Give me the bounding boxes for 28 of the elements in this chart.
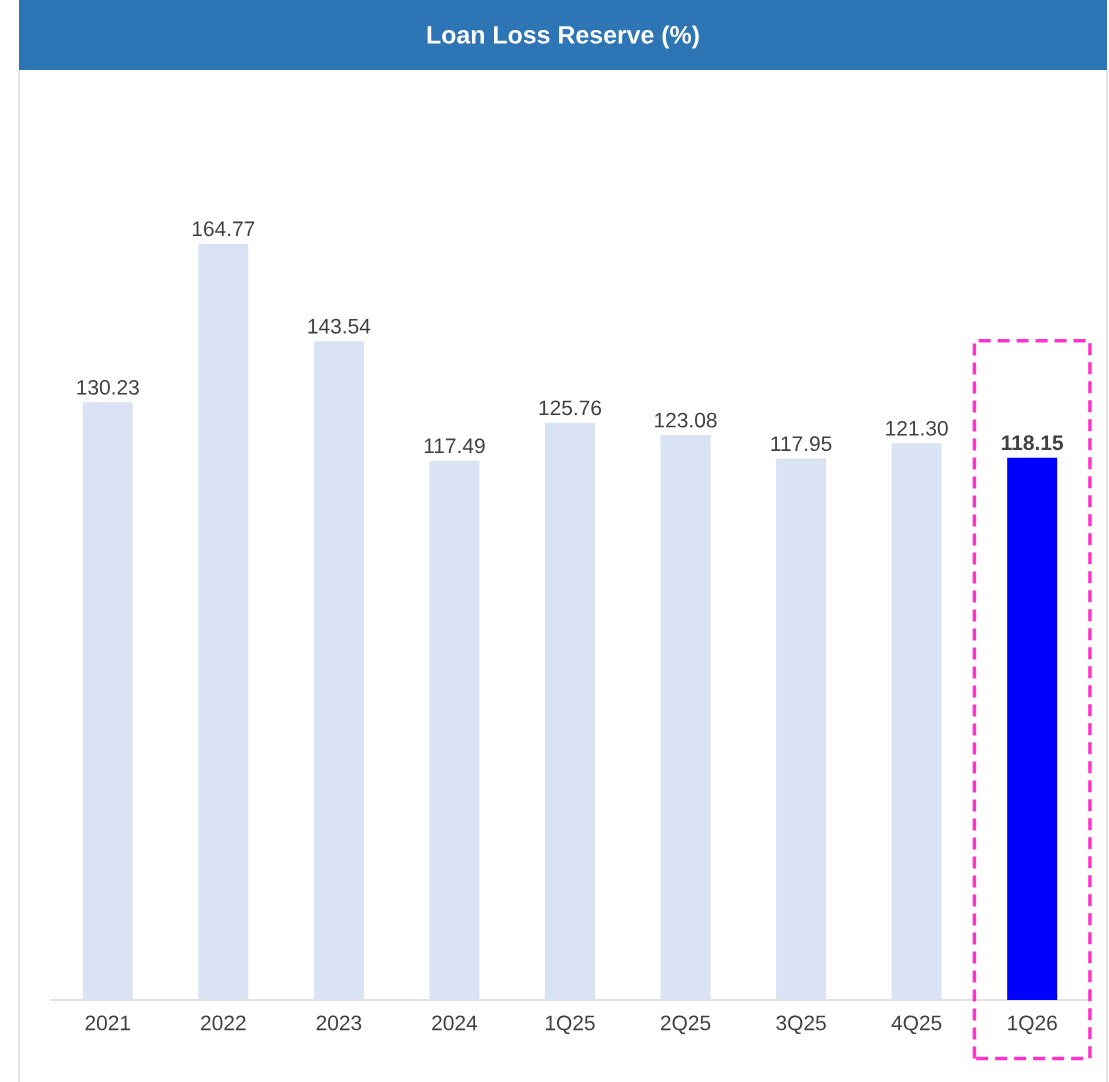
x-tick-label: 1Q26 [1008,1015,1057,1035]
data-label: 164.77 [192,221,255,237]
bar [1007,457,1058,1001]
bar [198,243,249,1001]
data-label: 143.54 [308,318,371,334]
bar [660,435,711,1001]
x-tick-label: 2022 [201,1015,246,1031]
x-tick-label: 3Q25 [776,1015,826,1035]
data-label: 118.15 [1002,435,1063,451]
bar [82,402,133,1001]
x-tick-label: 4Q25 [891,1015,942,1035]
bar [313,341,364,1001]
chart-title: Loan Loss Reserve (%) [427,25,699,49]
x-tick-label: 2023 [316,1015,362,1031]
x-tick-label: 1Q25 [545,1015,595,1035]
data-label: 117.49 [424,438,485,454]
bar [429,460,480,1001]
data-label: 117.95 [771,436,832,452]
data-label: 130.23 [77,379,139,395]
bar [891,443,942,1001]
data-label: 123.08 [655,412,717,428]
bar [776,458,827,1001]
x-tick-label: 2Q25 [660,1015,711,1035]
x-tick-label: 2021 [85,1015,131,1031]
data-label: 125.76 [539,400,602,416]
bar [544,422,595,1001]
data-label: 121.30 [886,420,948,436]
x-tick-label: 2024 [432,1015,478,1031]
